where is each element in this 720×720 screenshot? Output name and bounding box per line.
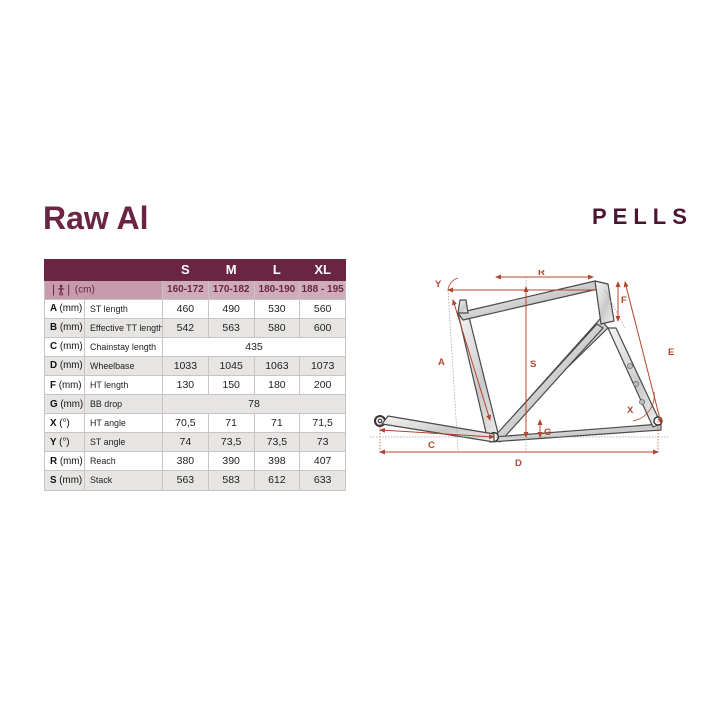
svg-text:E: E bbox=[668, 347, 674, 358]
svg-text:S: S bbox=[530, 359, 536, 370]
svg-text:R: R bbox=[538, 270, 545, 278]
svg-text:X: X bbox=[627, 405, 634, 416]
svg-text:F: F bbox=[621, 295, 627, 306]
svg-text:D: D bbox=[515, 458, 522, 469]
svg-text:G: G bbox=[544, 427, 551, 438]
svg-text:A: A bbox=[438, 357, 445, 368]
svg-text:C: C bbox=[428, 440, 435, 451]
svg-text:Y: Y bbox=[435, 279, 442, 290]
